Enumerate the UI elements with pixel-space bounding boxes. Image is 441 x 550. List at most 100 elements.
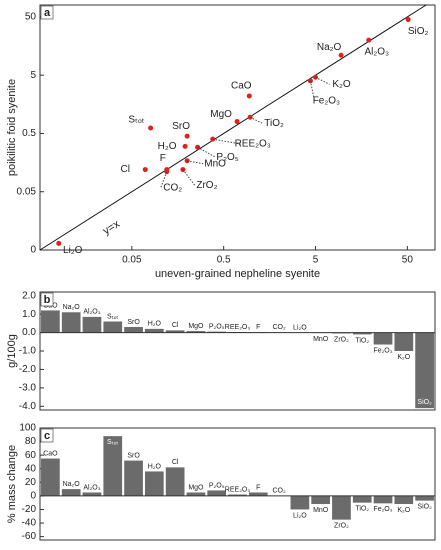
category-label: Sₜₒₜ — [107, 313, 118, 320]
bar — [124, 327, 143, 333]
bar — [352, 495, 372, 503]
category-label: TiO₂ — [355, 337, 369, 344]
bar — [394, 332, 414, 351]
category-label: MnO — [313, 336, 329, 343]
point — [366, 37, 372, 43]
bar — [82, 492, 102, 496]
bar — [207, 490, 227, 496]
leader — [309, 80, 315, 101]
plot-frame — [39, 4, 436, 251]
y-tick-label: -20 — [22, 504, 37, 515]
point-label: MgO — [210, 109, 232, 120]
category-label: MgO — [188, 484, 204, 491]
point-label: Sₜₒₜ — [128, 115, 144, 126]
category-label: CaO — [43, 450, 58, 457]
x-axis-title: uneven-grained nepheline syenite — [155, 268, 320, 280]
bar — [61, 312, 81, 333]
category-label: F — [256, 324, 260, 331]
y-tick-label: 20 — [25, 477, 37, 488]
category-label: Na₂O — [63, 304, 81, 311]
point-label: Li₂O — [63, 245, 83, 256]
category-label: ZrO₂ — [334, 522, 349, 529]
leader — [197, 146, 216, 158]
point-label: F — [160, 153, 166, 164]
point-label: CaO — [231, 81, 252, 92]
origin-label: 0 — [30, 245, 36, 256]
y-tick-label: 0 — [30, 491, 36, 502]
bar — [394, 495, 414, 505]
bar — [415, 332, 434, 409]
point-label: P₂O₅ — [216, 152, 238, 163]
category-label: Al₂O₃ — [83, 484, 100, 491]
category-label: K₂O — [397, 507, 410, 514]
category-label: Li₂O — [293, 324, 307, 331]
point — [148, 125, 154, 131]
x-tick-label: 50 — [402, 255, 414, 266]
point — [142, 167, 148, 173]
panel-label-box — [40, 292, 54, 307]
category-label: SrO — [127, 319, 140, 326]
y-tick-label: 100 — [19, 423, 36, 434]
point — [234, 119, 240, 125]
category-label: Li₂O — [293, 512, 307, 519]
bar — [373, 332, 393, 345]
y-tick-label: 80 — [25, 436, 37, 447]
point-label: SrO — [172, 121, 190, 132]
category-label: SiO₂ — [417, 503, 432, 510]
point — [246, 93, 252, 99]
y-tick-label: 50 — [25, 12, 37, 23]
panel-label-box — [40, 428, 54, 443]
point-label: Al₂O₃ — [364, 47, 389, 58]
bar — [352, 332, 372, 335]
bar — [165, 330, 185, 333]
leader — [315, 76, 330, 85]
point — [184, 133, 190, 139]
y-tick-label: -3.0 — [19, 383, 37, 394]
point-label: Na₂O — [317, 42, 342, 53]
bar — [103, 436, 123, 496]
category-label: F — [256, 484, 260, 491]
category-label: MnO — [313, 507, 329, 514]
point — [405, 17, 411, 23]
y-tick-label: -40 — [22, 518, 37, 529]
bar — [41, 458, 60, 496]
category-label: CO₂ — [272, 324, 286, 331]
y-tick-label: 60 — [25, 450, 37, 461]
point-label: K₂O — [332, 79, 351, 90]
y-tick-label: -1.0 — [19, 346, 37, 357]
y-tick-label: 40 — [25, 463, 37, 474]
point — [182, 143, 188, 149]
bar — [186, 492, 206, 496]
category-label: Al₂O₃ — [83, 309, 100, 316]
bar — [290, 495, 310, 510]
y-tick-label: -2.0 — [19, 364, 37, 375]
bar — [373, 495, 393, 504]
panel-label-box — [40, 5, 54, 20]
category-label: P₂O₅ — [209, 482, 225, 489]
bar — [61, 489, 81, 496]
category-label: K₂O — [397, 354, 410, 361]
category-label: ZrO₂ — [334, 336, 349, 343]
category-label: REE₂O₃ — [225, 324, 251, 331]
y-tick-label: -60 — [22, 531, 37, 542]
category-label: H₂O — [148, 463, 162, 470]
bar — [332, 495, 351, 520]
x-tick-label: 0.5 — [217, 255, 231, 266]
bar — [186, 331, 206, 333]
y-tick-label: 0.0 — [22, 327, 36, 338]
bar — [228, 494, 247, 496]
y-tick-label: 0.05 — [17, 186, 37, 197]
panel-label: a — [44, 7, 51, 19]
bar — [415, 495, 434, 501]
category-label: TiO₂ — [355, 506, 369, 513]
y-axis-title: % mass change — [6, 445, 18, 523]
category-label: Fe₂O₃ — [373, 347, 392, 354]
plot-frame — [39, 427, 436, 541]
point-label: H₂O — [158, 141, 177, 152]
leader — [182, 169, 196, 186]
category-label: REE₂O₃ — [225, 486, 251, 493]
point-label: Fe₂O₃ — [313, 95, 340, 106]
bar — [41, 310, 60, 333]
point-label: ZrO₂ — [196, 180, 217, 191]
point-label: CO₂ — [163, 182, 182, 193]
